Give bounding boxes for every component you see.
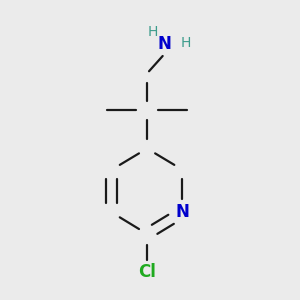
Text: N: N: [176, 203, 189, 221]
Text: H: H: [180, 35, 190, 50]
Text: H: H: [148, 25, 158, 39]
Text: Cl: Cl: [138, 263, 156, 281]
Text: N: N: [158, 35, 172, 53]
